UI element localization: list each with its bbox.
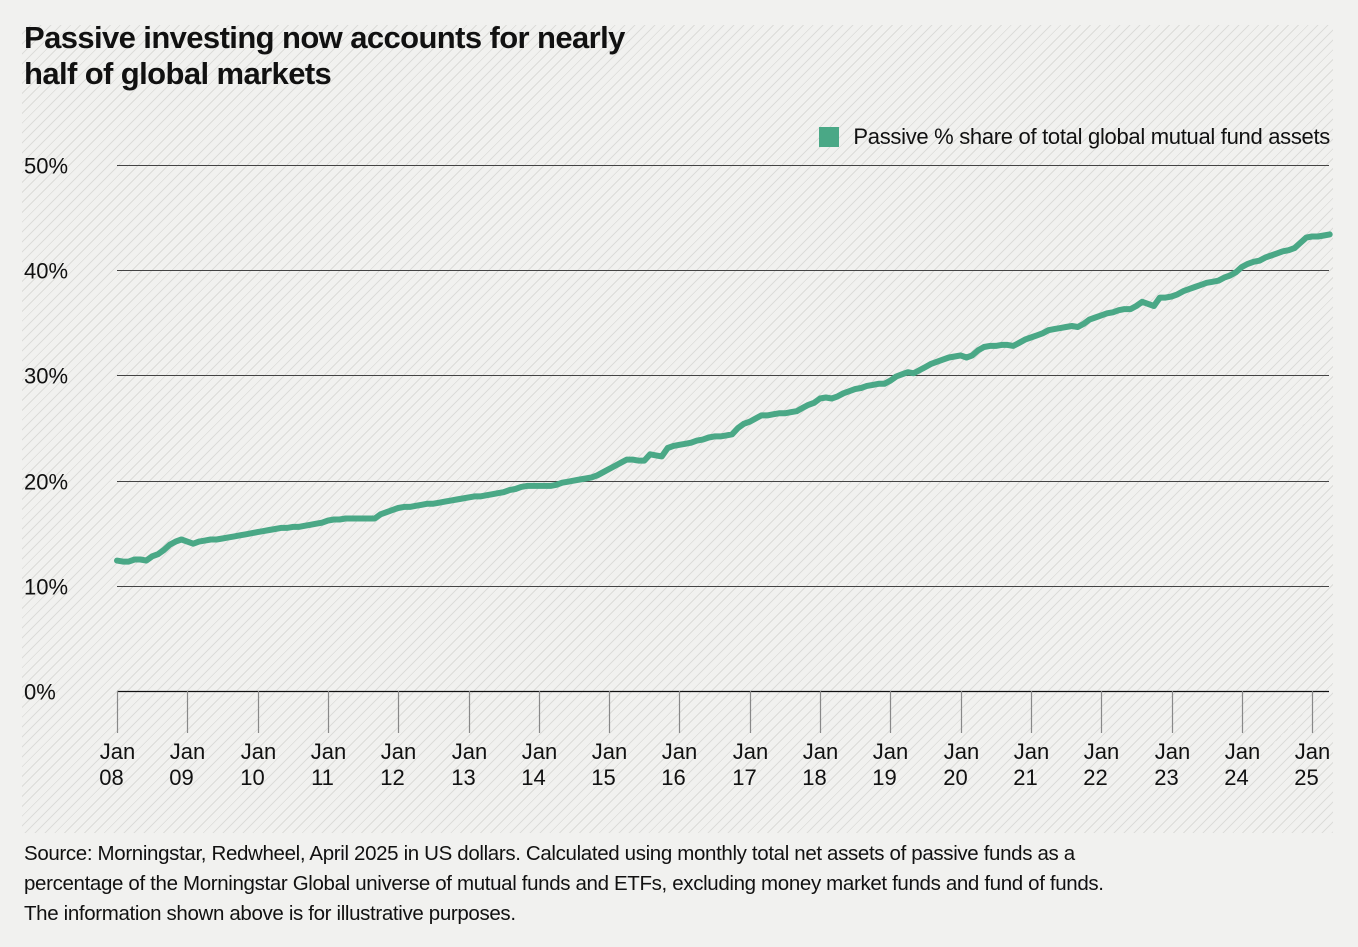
title-line-2: half of global markets — [24, 56, 332, 91]
x-tick-label-month: Jan — [1084, 739, 1119, 764]
source-line-3: The information shown above is for illus… — [24, 902, 516, 925]
x-tick-label-month: Jan — [452, 739, 487, 764]
chart-title: Passive investing now accounts for nearl… — [24, 20, 724, 92]
y-tick-label: 50% — [24, 154, 68, 179]
x-axis: Jan08Jan09Jan10Jan11Jan12Jan13Jan14Jan15… — [99, 691, 1330, 790]
x-tick-label-year: 12 — [380, 765, 404, 790]
x-tick-label-month: Jan — [1225, 739, 1260, 764]
title-line-1: Passive investing now accounts for nearl… — [24, 20, 625, 55]
gridlines — [117, 165, 1329, 693]
x-tick-label-month: Jan — [662, 739, 697, 764]
x-tick-label-year: 21 — [1013, 765, 1037, 790]
y-tick-label: 30% — [24, 364, 68, 389]
x-tick-label-month: Jan — [311, 739, 346, 764]
x-tick-label-month: Jan — [522, 739, 557, 764]
hatched-background — [22, 25, 1333, 833]
x-tick-label-year: 16 — [661, 765, 685, 790]
x-tick-label-year: 25 — [1294, 765, 1318, 790]
y-tick-label: 10% — [24, 575, 68, 600]
x-tick-label-year: 18 — [802, 765, 826, 790]
x-tick-label-year: 20 — [943, 765, 967, 790]
x-tick-label-year: 22 — [1083, 765, 1107, 790]
x-tick-label-month: Jan — [100, 739, 135, 764]
x-tick-label-month: Jan — [873, 739, 908, 764]
x-tick-label-year: 09 — [169, 765, 193, 790]
y-tick-label: 40% — [24, 259, 68, 284]
legend-swatch — [819, 127, 840, 147]
x-tick-label-month: Jan — [381, 739, 416, 764]
x-tick-label-year: 23 — [1154, 765, 1178, 790]
x-tick-label-year: 08 — [99, 765, 123, 790]
source-line-1: Source: Morningstar, Redwheel, April 202… — [24, 842, 1075, 865]
x-tick-label-month: Jan — [944, 739, 979, 764]
source-note: Source: Morningstar, Redwheel, April 202… — [24, 839, 1344, 929]
x-tick-label-year: 15 — [591, 765, 615, 790]
x-tick-label-year: 24 — [1224, 765, 1248, 790]
x-tick-label-year: 14 — [521, 765, 545, 790]
series-line — [114, 231, 1333, 565]
x-tick-label-year: 17 — [732, 765, 756, 790]
y-axis-labels: 0% 10% 20% 30% 40% 50% — [24, 154, 68, 705]
x-tick-label-month: Jan — [733, 739, 768, 764]
x-tick-label-year: 13 — [451, 765, 475, 790]
legend: Passive % share of total global mutual f… — [819, 124, 1330, 150]
x-tick-label-month: Jan — [1014, 739, 1049, 764]
x-tick-label-month: Jan — [241, 739, 276, 764]
x-tick-label-month: Jan — [592, 739, 627, 764]
x-tick-label-year: 11 — [311, 765, 334, 790]
series-group — [114, 231, 1333, 565]
x-tick-label-year: 19 — [872, 765, 896, 790]
x-tick-label-year: 10 — [240, 765, 264, 790]
x-tick-label-month: Jan — [803, 739, 838, 764]
y-tick-label: 0% — [24, 680, 56, 705]
x-tick-label-month: Jan — [1155, 739, 1190, 764]
y-tick-label: 20% — [24, 470, 68, 495]
source-line-2: percentage of the Morningstar Global uni… — [24, 872, 1104, 895]
x-tick-label-month: Jan — [1295, 739, 1330, 764]
legend-label: Passive % share of total global mutual f… — [853, 124, 1330, 149]
x-tick-label-month: Jan — [170, 739, 205, 764]
